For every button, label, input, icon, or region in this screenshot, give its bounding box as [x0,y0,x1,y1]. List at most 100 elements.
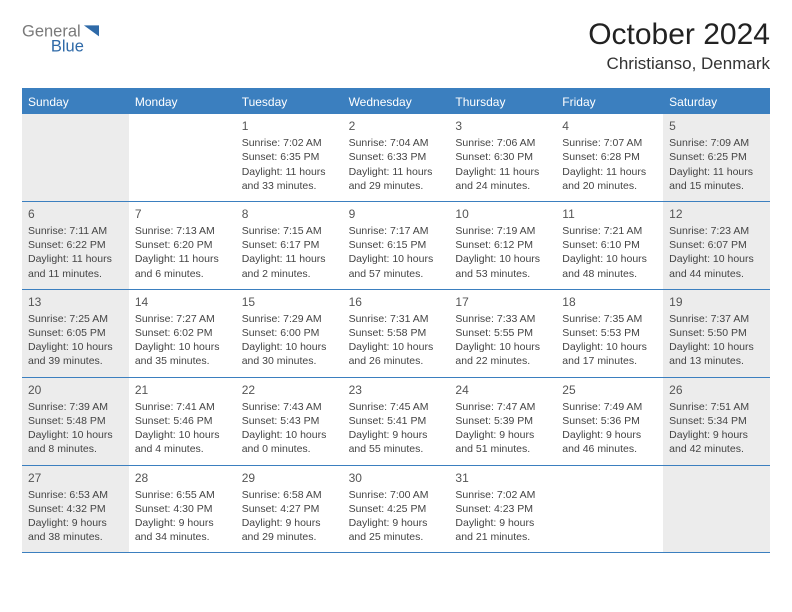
daylight-text: Daylight: 10 hours and 0 minutes. [242,428,337,456]
day-number: 20 [28,382,123,398]
day-number: 8 [242,206,337,222]
sunrise-text: Sunrise: 7:37 AM [669,312,764,326]
calendar-cell: 11Sunrise: 7:21 AMSunset: 6:10 PMDayligh… [556,202,663,290]
sunset-text: Sunset: 5:50 PM [669,326,764,340]
calendar-cell: 10Sunrise: 7:19 AMSunset: 6:12 PMDayligh… [449,202,556,290]
sunset-text: Sunset: 5:58 PM [349,326,444,340]
sunset-text: Sunset: 5:43 PM [242,414,337,428]
day-header: Wednesday [343,90,450,114]
sunset-text: Sunset: 5:34 PM [669,414,764,428]
sunrise-text: Sunrise: 7:15 AM [242,224,337,238]
sunrise-text: Sunrise: 7:09 AM [669,136,764,150]
sunrise-text: Sunrise: 7:29 AM [242,312,337,326]
day-number: 4 [562,118,657,134]
day-header: Saturday [663,90,770,114]
calendar-cell: 1Sunrise: 7:02 AMSunset: 6:35 PMDaylight… [236,114,343,202]
day-number: 9 [349,206,444,222]
day-number: 2 [349,118,444,134]
sunrise-text: Sunrise: 7:23 AM [669,224,764,238]
daylight-text: Daylight: 10 hours and 22 minutes. [455,340,550,368]
day-number: 22 [242,382,337,398]
calendar-cell: 9Sunrise: 7:17 AMSunset: 6:15 PMDaylight… [343,202,450,290]
day-number: 12 [669,206,764,222]
sunset-text: Sunset: 4:32 PM [28,502,123,516]
sunset-text: Sunset: 6:28 PM [562,150,657,164]
daylight-text: Daylight: 10 hours and 13 minutes. [669,340,764,368]
daylight-text: Daylight: 11 hours and 33 minutes. [242,165,337,193]
location-label: Christianso, Denmark [588,54,770,74]
daylight-text: Daylight: 10 hours and 30 minutes. [242,340,337,368]
daylight-text: Daylight: 10 hours and 4 minutes. [135,428,230,456]
calendar-cell: 24Sunrise: 7:47 AMSunset: 5:39 PMDayligh… [449,378,556,466]
sunrise-text: Sunrise: 7:47 AM [455,400,550,414]
sunset-text: Sunset: 6:15 PM [349,238,444,252]
daylight-text: Daylight: 10 hours and 39 minutes. [28,340,123,368]
day-header: Monday [129,90,236,114]
sunrise-text: Sunrise: 6:58 AM [242,488,337,502]
sunrise-text: Sunrise: 7:35 AM [562,312,657,326]
calendar-cell: 16Sunrise: 7:31 AMSunset: 5:58 PMDayligh… [343,290,450,378]
day-number: 3 [455,118,550,134]
day-number: 31 [455,470,550,486]
daylight-text: Daylight: 11 hours and 29 minutes. [349,165,444,193]
sunrise-text: Sunrise: 7:00 AM [349,488,444,502]
logo-triangle-icon [84,25,99,36]
sunset-text: Sunset: 4:27 PM [242,502,337,516]
daylight-text: Daylight: 9 hours and 46 minutes. [562,428,657,456]
calendar-cell: 2Sunrise: 7:04 AMSunset: 6:33 PMDaylight… [343,114,450,202]
day-number: 23 [349,382,444,398]
sunrise-text: Sunrise: 7:06 AM [455,136,550,150]
daylight-text: Daylight: 9 hours and 21 minutes. [455,516,550,544]
sunset-text: Sunset: 4:30 PM [135,502,230,516]
sunrise-text: Sunrise: 7:17 AM [349,224,444,238]
sunset-text: Sunset: 6:10 PM [562,238,657,252]
sunset-text: Sunset: 6:17 PM [242,238,337,252]
calendar-cell: 29 Sunrise: 6:58 AMSunset: 4:27 PMDayligh… [236,466,343,554]
daylight-text: Daylight: 11 hours and 15 minutes. [669,165,764,193]
calendar-cell: 26Sunrise: 7:51 AMSunset: 5:34 PMDayligh… [663,378,770,466]
calendar-cell: 5Sunrise: 7:09 AMSunset: 6:25 PMDaylight… [663,114,770,202]
sunset-text: Sunset: 6:33 PM [349,150,444,164]
sunrise-text: Sunrise: 6:55 AM [135,488,230,502]
sunrise-text: Sunrise: 7:39 AM [28,400,123,414]
day-number: 24 [455,382,550,398]
sunset-text: Sunset: 6:05 PM [28,326,123,340]
calendar-cell: 12Sunrise: 7:23 AMSunset: 6:07 PMDayligh… [663,202,770,290]
day-number: 30 [349,470,444,486]
sunrise-text: Sunrise: 7:51 AM [669,400,764,414]
calendar-cell: 31Sunrise: 7:02 AMSunset: 4:23 PMDayligh… [449,466,556,554]
day-number: 6 [28,206,123,222]
sunrise-text: Sunrise: 7:13 AM [135,224,230,238]
sunset-text: Sunset: 6:02 PM [135,326,230,340]
daylight-text: Daylight: 9 hours and 55 minutes. [349,428,444,456]
day-header: Sunday [22,90,129,114]
daylight-text: Daylight: 9 hours and 51 minutes. [455,428,550,456]
day-number: 10 [455,206,550,222]
calendar-cell: 27Sunrise: 6:53 AMSunset: 4:32 PMDayligh… [22,466,129,554]
daylight-text: Daylight: 9 hours and 25 minutes. [349,516,444,544]
day-header: Tuesday [236,90,343,114]
sunrise-text: Sunrise: 7:43 AM [242,400,337,414]
sunset-text: Sunset: 6:25 PM [669,150,764,164]
calendar-cell: 8Sunrise: 7:15 AMSunset: 6:17 PMDaylight… [236,202,343,290]
sunrise-text: Sunrise: 7:11 AM [28,224,123,238]
daylight-text: Daylight: 9 hours and 29 minutes. [242,516,337,544]
day-number: 18 [562,294,657,310]
daylight-text: Daylight: 11 hours and 11 minutes. [28,252,123,280]
sunrise-text: Sunrise: 6:53 AM [28,488,123,502]
day-number: 21 [135,382,230,398]
day-number: 27 [28,470,123,486]
day-number: 29 [242,470,337,486]
calendar-cell: 13Sunrise: 7:25 AMSunset: 6:05 PMDayligh… [22,290,129,378]
sunset-text: Sunset: 6:07 PM [669,238,764,252]
sunset-text: Sunset: 4:23 PM [455,502,550,516]
calendar-cell: 22 Sunrise: 7:43 AMSunset: 5:43 PMDayligh… [236,378,343,466]
sunrise-text: Sunrise: 7:25 AM [28,312,123,326]
calendar-cell: 28Sunrise: 6:55 AMSunset: 4:30 PMDayligh… [129,466,236,554]
calendar-cell: 19Sunrise: 7:37 AMSunset: 5:50 PMDayligh… [663,290,770,378]
day-number: 15 [242,294,337,310]
calendar-cell: 20Sunrise: 7:39 AMSunset: 5:48 PMDayligh… [22,378,129,466]
day-number: 7 [135,206,230,222]
logo-text-blue: Blue [51,37,84,55]
calendar-cell: 30Sunrise: 7:00 AMSunset: 4:25 PMDayligh… [343,466,450,554]
